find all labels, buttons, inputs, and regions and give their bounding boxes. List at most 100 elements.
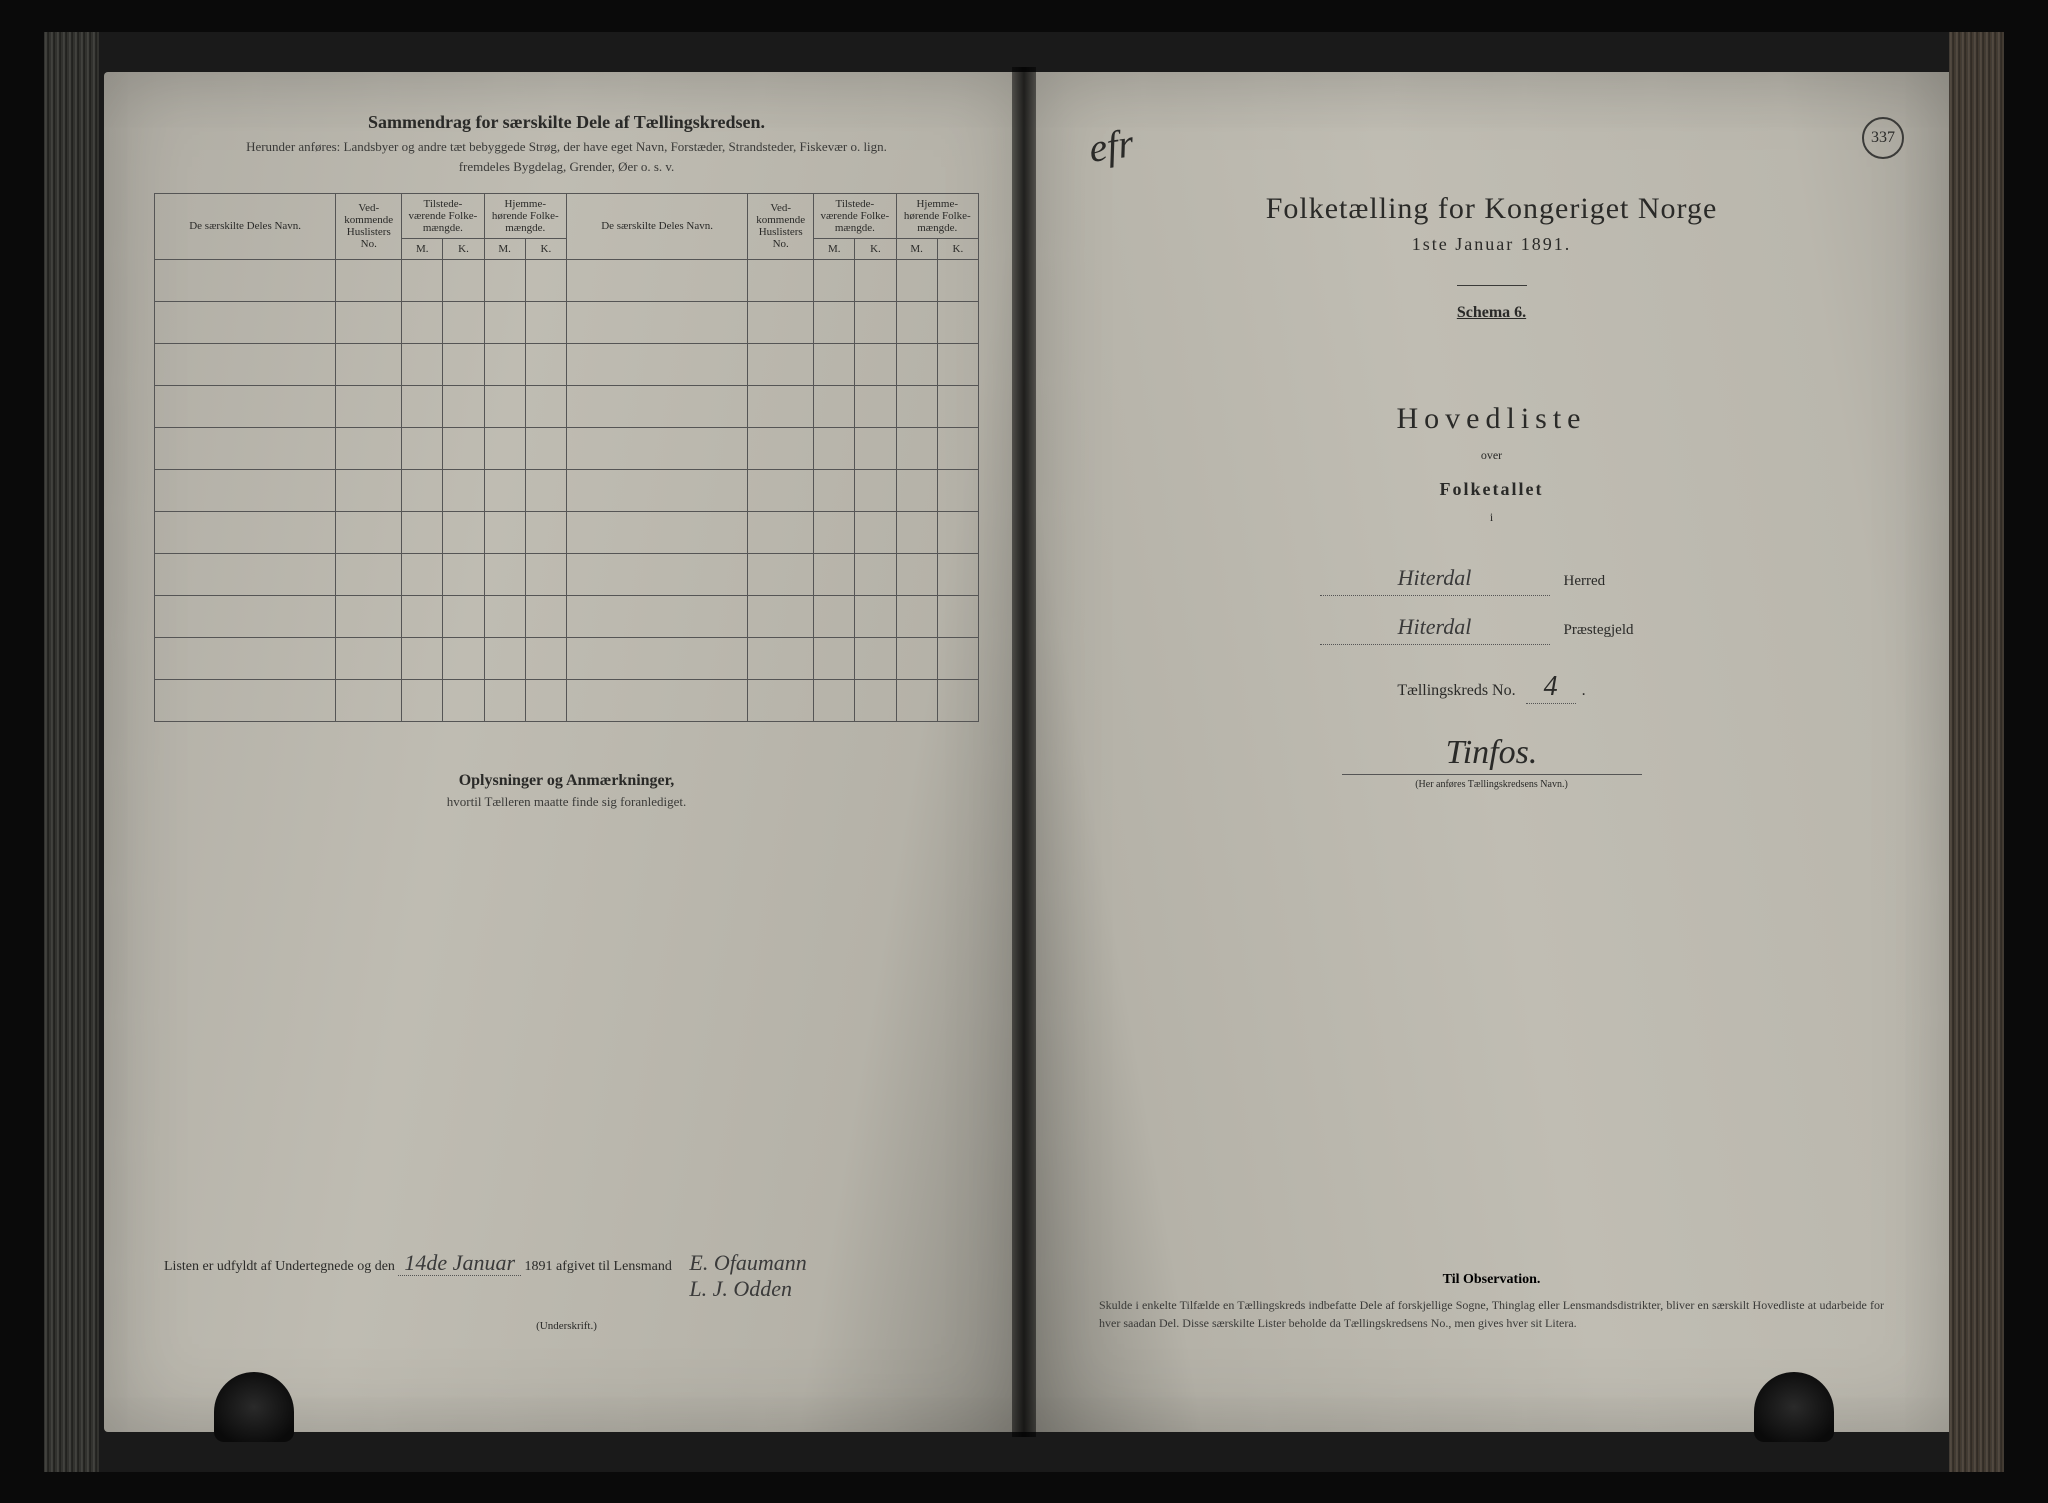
table-cell <box>336 553 402 595</box>
th-name-2: De særskilte Deles Navn. <box>566 193 747 259</box>
table-cell <box>484 511 525 553</box>
table-cell <box>525 469 566 511</box>
table-cell <box>566 553 747 595</box>
table-cell <box>566 511 747 553</box>
kreds-no: 4 <box>1526 671 1576 704</box>
table-cell <box>155 637 336 679</box>
table-cell <box>748 259 814 301</box>
sig-date-hand: 14de Januar <box>398 1250 521 1276</box>
table-cell <box>525 553 566 595</box>
table-cell <box>336 679 402 721</box>
th-tilstede-1: Tilstede- værende Folke- mængde. <box>402 193 484 238</box>
table-cell <box>443 259 484 301</box>
left-section-sub1: Herunder anføres: Landsbyer og andre tæt… <box>154 139 979 155</box>
table-cell <box>484 259 525 301</box>
table-row <box>155 595 979 637</box>
left-page: Sammendrag for særskilte Dele af Tælling… <box>104 72 1029 1432</box>
th-m: M. <box>814 238 855 259</box>
table-cell <box>855 595 896 637</box>
kreds-name-row: Tinfos. (Her anføres Tællingskredsens Na… <box>1079 734 1904 790</box>
table-cell <box>566 469 747 511</box>
th-tilstede-2: Tilstede- værende Folke- mængde. <box>814 193 896 238</box>
table-cell <box>155 301 336 343</box>
page-edges-left <box>44 32 99 1472</box>
census-title: Folketælling for Kongeriget Norge <box>1079 192 1904 226</box>
summary-table: De særskilte Deles Navn. Ved- kommende H… <box>154 193 979 722</box>
table-cell <box>855 511 896 553</box>
table-cell <box>336 595 402 637</box>
table-cell <box>443 385 484 427</box>
table-row <box>155 679 979 721</box>
table-cell <box>402 259 443 301</box>
open-book: Sammendrag for særskilte Dele af Tælling… <box>44 32 2004 1472</box>
table-cell <box>336 511 402 553</box>
table-cell <box>443 553 484 595</box>
table-cell <box>155 511 336 553</box>
table-cell <box>814 511 855 553</box>
table-cell <box>937 679 978 721</box>
table-cell <box>748 511 814 553</box>
oplys-sub: hvortil Tælleren maatte finde sig foranl… <box>154 794 979 810</box>
th-k: K. <box>525 238 566 259</box>
table-cell <box>748 427 814 469</box>
th-husno-1: Ved- kommende Huslisters No. <box>336 193 402 259</box>
table-cell <box>937 469 978 511</box>
table-cell <box>402 343 443 385</box>
table-row <box>155 301 979 343</box>
table-cell <box>402 553 443 595</box>
table-row <box>155 553 979 595</box>
table-cell <box>937 553 978 595</box>
over-label: over <box>1079 448 1904 463</box>
table-cell <box>336 259 402 301</box>
table-cell <box>896 595 937 637</box>
table-cell <box>336 427 402 469</box>
table-cell <box>443 427 484 469</box>
hand-annotation: efr <box>1086 119 1137 172</box>
table-cell <box>402 469 443 511</box>
table-cell <box>484 595 525 637</box>
table-cell <box>525 595 566 637</box>
table-cell <box>896 259 937 301</box>
prestegjeld-row: Hiterdal Præstegjeld <box>1079 614 1904 645</box>
table-cell <box>748 679 814 721</box>
table-cell <box>748 301 814 343</box>
table-cell <box>155 595 336 637</box>
folketallet-label: Folketallet <box>1079 479 1904 500</box>
th-m: M. <box>484 238 525 259</box>
th-hjemme-1: Hjemme- hørende Folke- mængde. <box>484 193 566 238</box>
table-cell <box>566 427 747 469</box>
table-cell <box>402 427 443 469</box>
table-cell <box>896 469 937 511</box>
book-spine <box>1012 67 1036 1437</box>
sig-year: 1891 afgivet til Lensmand <box>525 1259 672 1274</box>
table-cell <box>525 259 566 301</box>
table-cell <box>855 679 896 721</box>
table-cell <box>855 469 896 511</box>
th-k: K. <box>855 238 896 259</box>
table-cell <box>155 385 336 427</box>
table-cell <box>525 301 566 343</box>
table-cell <box>896 553 937 595</box>
left-section-title: Sammendrag for særskilte Dele af Tælling… <box>154 112 979 133</box>
table-cell <box>896 427 937 469</box>
table-cell <box>896 385 937 427</box>
kreds-caption: (Her anføres Tællingskredsens Navn.) <box>1079 779 1904 790</box>
table-cell <box>525 637 566 679</box>
table-cell <box>748 385 814 427</box>
kreds-label: Tællingskreds No. <box>1397 682 1515 699</box>
table-cell <box>336 385 402 427</box>
oplys-title: Oplysninger og Anmærkninger, <box>154 772 979 790</box>
table-cell <box>484 553 525 595</box>
schema-label: Schema 6. <box>1457 304 1526 322</box>
table-row <box>155 469 979 511</box>
th-name-1: De særskilte Deles Navn. <box>155 193 336 259</box>
table-cell <box>748 553 814 595</box>
table-cell <box>937 637 978 679</box>
table-cell <box>896 301 937 343</box>
herred-row: Hiterdal Herred <box>1079 565 1904 596</box>
table-cell <box>855 259 896 301</box>
left-section-sub2: fremdeles Bygdelag, Grender, Øer o. s. v… <box>154 159 979 175</box>
table-cell <box>443 637 484 679</box>
th-m: M. <box>896 238 937 259</box>
table-cell <box>484 385 525 427</box>
